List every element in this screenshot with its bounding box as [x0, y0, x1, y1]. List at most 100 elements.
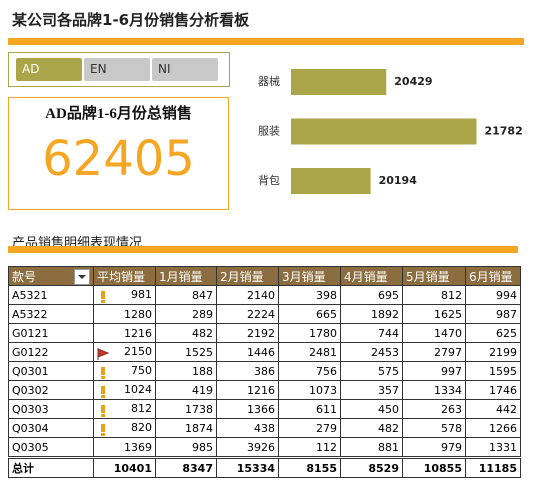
- total-text: 10855: [423, 461, 462, 475]
- cell-text: Q0305: [12, 440, 49, 454]
- cell-text: 289: [192, 307, 213, 321]
- cell: 482: [155, 323, 217, 343]
- cell: 987: [465, 304, 521, 324]
- cell-text: 881: [378, 440, 399, 454]
- cell-text: 575: [378, 364, 399, 378]
- cell: 812: [93, 399, 156, 419]
- warning-dot: [101, 394, 105, 398]
- cell: 1780: [278, 323, 341, 343]
- cell-text: Q0301: [12, 364, 49, 378]
- value-label: 21782: [484, 125, 522, 138]
- cell: 438: [216, 418, 279, 438]
- cell: 744: [340, 323, 403, 343]
- total-text: 8155: [306, 461, 337, 475]
- cell-text: 112: [316, 440, 337, 454]
- cell-text: 279: [316, 421, 337, 435]
- cell: 1595: [465, 361, 521, 381]
- title-band: [8, 38, 524, 45]
- cell-text: 482: [378, 421, 399, 435]
- warning-bar: [101, 290, 105, 299]
- cell-text: 1470: [434, 326, 462, 340]
- warning-dot: [101, 432, 105, 436]
- cell-text: 744: [378, 326, 399, 340]
- section-band: [8, 246, 518, 253]
- cell-text: 1780: [309, 326, 337, 340]
- cell: 188: [155, 361, 217, 381]
- cell-text: 2199: [489, 345, 517, 359]
- warning-bar: [101, 385, 105, 394]
- filter-dropdown[interactable]: [74, 268, 90, 285]
- value-label: 20194: [379, 174, 418, 187]
- total-cell: 8529: [340, 456, 403, 478]
- warning-dot: [101, 299, 105, 303]
- data-row: A5321 981 847 2140 398 695 812 994: [8, 285, 521, 305]
- header-row: 款号 平均销量 1月销量 2月销量 3月销量 4月销量 5月销量 6月销量: [8, 266, 521, 286]
- cell: 2481: [278, 342, 341, 362]
- total-cell: 11185: [465, 456, 521, 478]
- data-row: Q0304 820 1874 438 279 482 578 1266: [8, 418, 521, 438]
- cell-text: 1073: [309, 383, 337, 397]
- cell: 2199: [465, 342, 521, 362]
- cell-text: 386: [254, 364, 275, 378]
- cell: 981: [93, 285, 156, 305]
- cell: 1266: [465, 418, 521, 438]
- cell-text: 611: [316, 402, 337, 416]
- cell: 695: [340, 285, 403, 305]
- status-icon: [101, 423, 105, 436]
- cell: 279: [278, 418, 341, 438]
- data-row: Q0303 812 1738 1366 611 450 263 442: [8, 399, 521, 419]
- value-label: 20429: [394, 75, 432, 88]
- data-row: G0122 2150 1525 1446 2481 2453 2797 2199: [8, 342, 521, 362]
- bar: [291, 168, 371, 194]
- cell: 1892: [340, 304, 403, 324]
- cell-text: 665: [316, 307, 337, 321]
- cell: 2453: [340, 342, 403, 362]
- brand-button[interactable]: EN: [84, 58, 150, 81]
- brand-button[interactable]: NI: [152, 58, 218, 81]
- cell: 2224: [216, 304, 279, 324]
- cell: 386: [216, 361, 279, 381]
- cell-text: 1525: [185, 345, 213, 359]
- cell-text: 2797: [434, 345, 462, 359]
- warning-dot: [101, 375, 105, 379]
- cell-text: 3926: [247, 440, 275, 454]
- cell: Q0303: [8, 399, 94, 419]
- warning-bar: [101, 366, 105, 375]
- status-icon: [101, 366, 105, 379]
- cell-text: 1334: [434, 383, 462, 397]
- kpi-value: 62405: [42, 131, 195, 187]
- column-header-text: 款号: [12, 269, 37, 284]
- cell: 578: [402, 418, 466, 438]
- cell-text: 979: [441, 440, 462, 454]
- column-header: 款号: [8, 266, 94, 286]
- cell: 756: [278, 361, 341, 381]
- brand-button[interactable]: AD: [16, 58, 82, 81]
- cell-text: 578: [441, 421, 462, 435]
- total-cell: 10401: [93, 456, 156, 478]
- cell: 997: [402, 361, 466, 381]
- cell-text: 1625: [434, 307, 462, 321]
- cell-text: 2150: [124, 344, 152, 358]
- cell: G0122: [8, 342, 94, 362]
- data-row: Q0305 1369 985 3926 112 881 979 1331: [8, 437, 521, 458]
- column-header: 5月销量: [402, 266, 466, 286]
- cell-text: 450: [378, 402, 399, 416]
- cell-text: 263: [441, 402, 462, 416]
- cell-text: 357: [378, 383, 399, 397]
- cell-text: 482: [192, 326, 213, 340]
- cell: 1625: [402, 304, 466, 324]
- total-cell: 8155: [278, 456, 341, 478]
- cell: 820: [93, 418, 156, 438]
- page-title: 某公司各品牌1-6月份销售分析看板: [12, 11, 250, 29]
- cell-text: 820: [131, 420, 152, 434]
- cell-text: G0121: [12, 326, 49, 340]
- warning-bar: [101, 423, 105, 432]
- total-cell: 8347: [155, 456, 217, 478]
- cell-text: 625: [496, 326, 517, 340]
- cell: 1280: [93, 304, 156, 324]
- total-cell: 15334: [216, 456, 279, 478]
- cell-text: 419: [192, 383, 213, 397]
- cell-text: 1595: [489, 364, 517, 378]
- total-text: 15334: [236, 461, 275, 475]
